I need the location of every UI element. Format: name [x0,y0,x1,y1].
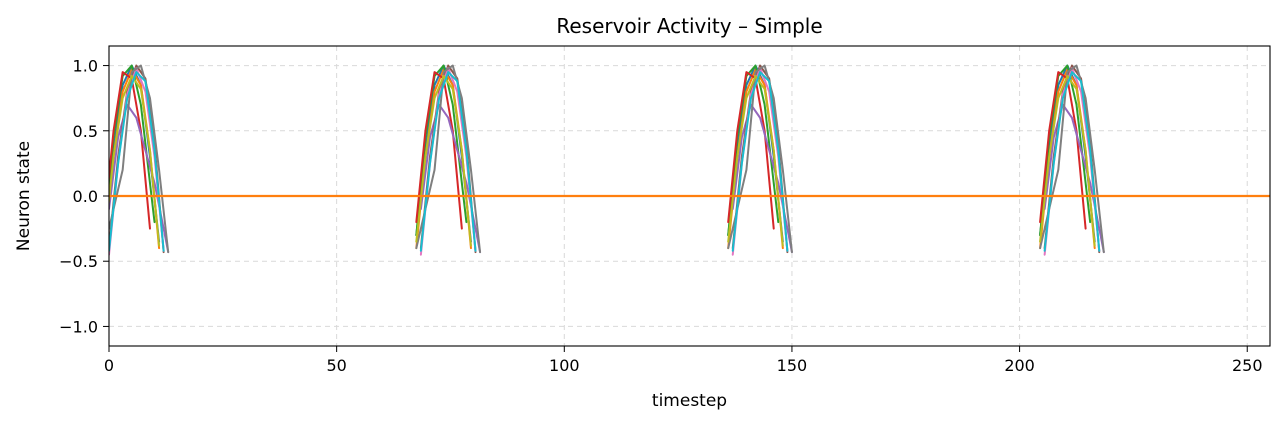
series-line [109,64,170,254]
series-line [727,71,775,230]
axis-ticks: 0 50 100 150 200 250 −1.0 −0.5 0.0 0.5 1.0 [59,57,1262,375]
x-tick-label: 50 [326,356,346,375]
y-axis-label: Neuron state [14,141,34,251]
series-line [109,75,161,247]
series-line [419,103,482,254]
series-line [1043,103,1105,254]
x-tick-label: 250 [1232,356,1263,375]
series-line [109,71,165,252]
x-tick-label: 100 [549,356,580,375]
x-tick-label: 150 [777,356,808,375]
series-line [415,75,472,247]
y-tick-label: 0.0 [73,187,98,206]
series-group [109,64,1270,256]
series-line [415,71,463,230]
series-line [109,103,170,254]
series-line [727,75,784,247]
series-line [1039,64,1105,254]
series-line [419,71,477,252]
series-line [731,103,793,254]
series-line [109,71,151,230]
x-axis-label: timestep [652,391,727,411]
series-line [1039,75,1096,247]
y-tick-label: −1.0 [59,317,98,336]
x-tick-label: 200 [1004,356,1035,375]
y-tick-label: 1.0 [73,57,98,76]
series-line [1043,71,1101,252]
series-line [731,71,789,252]
series-line [727,64,793,254]
y-tick-label: −0.5 [59,252,98,271]
y-tick-label: 0.5 [73,122,98,141]
chart-title: Reservoir Activity – Simple [556,14,822,38]
series-line [1039,71,1087,230]
series-line [415,64,482,254]
x-tick-label: 0 [104,356,114,375]
